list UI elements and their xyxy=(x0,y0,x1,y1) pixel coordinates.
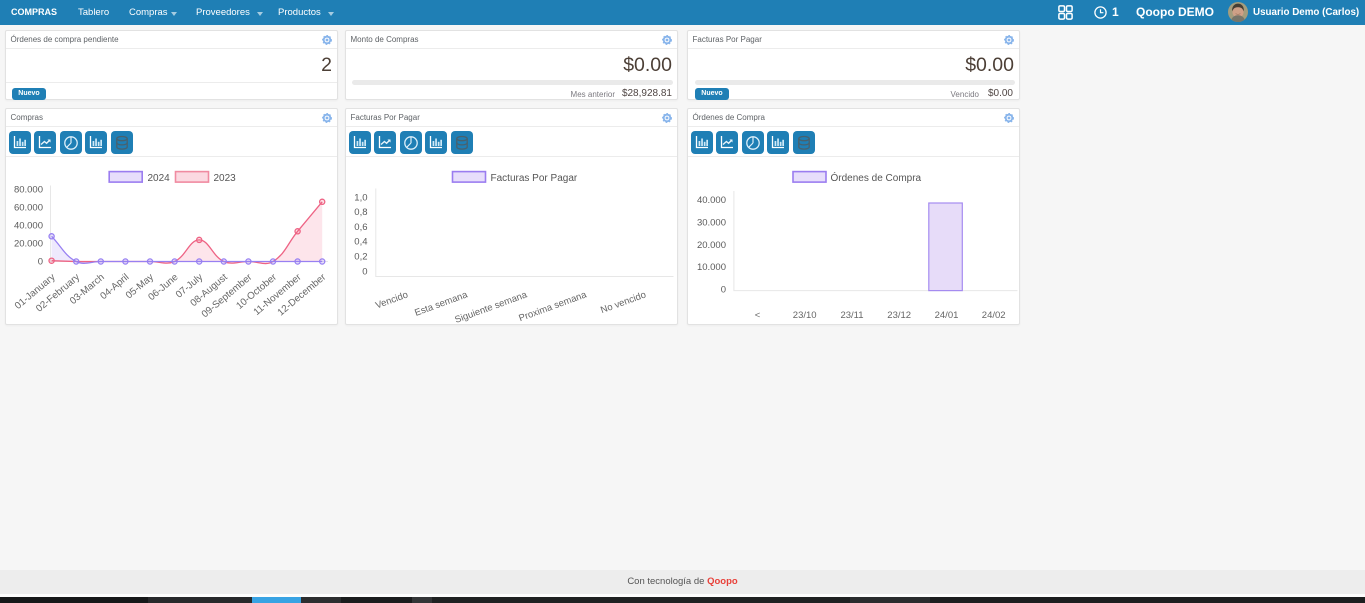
svg-text:2023: 2023 xyxy=(214,173,237,184)
svg-text:20.000: 20.000 xyxy=(14,239,43,250)
svg-text:30.000: 30.000 xyxy=(697,217,726,228)
svg-text:0: 0 xyxy=(721,285,726,296)
svg-text:1,0: 1,0 xyxy=(354,192,367,203)
svg-text:40.000: 40.000 xyxy=(14,221,43,232)
svg-text:0,6: 0,6 xyxy=(354,222,367,233)
svg-text:80.000: 80.000 xyxy=(14,185,43,196)
svg-text:2024: 2024 xyxy=(148,173,171,184)
svg-text:0,8: 0,8 xyxy=(354,207,367,218)
svg-text:24/01: 24/01 xyxy=(935,310,959,321)
svg-text:No vencido: No vencido xyxy=(599,289,647,316)
svg-text:<: < xyxy=(755,310,761,321)
svg-text:20.000: 20.000 xyxy=(697,240,726,251)
svg-text:Proxima semana: Proxima semana xyxy=(517,289,588,324)
svg-text:23/10: 23/10 xyxy=(793,310,817,321)
svg-text:10.000: 10.000 xyxy=(697,262,726,273)
svg-text:0: 0 xyxy=(362,266,367,277)
svg-text:Vencido: Vencido xyxy=(374,289,410,311)
svg-text:40.000: 40.000 xyxy=(697,195,726,206)
svg-text:60.000: 60.000 xyxy=(14,203,43,214)
svg-text:23/11: 23/11 xyxy=(840,310,863,321)
svg-text:Órdenes de Compra: Órdenes de Compra xyxy=(831,171,922,184)
svg-text:23/12: 23/12 xyxy=(887,310,911,321)
svg-text:0,2: 0,2 xyxy=(354,252,367,263)
svg-text:24/02: 24/02 xyxy=(982,310,1006,321)
svg-text:0,4: 0,4 xyxy=(354,237,367,248)
svg-text:Facturas Por Pagar: Facturas Por Pagar xyxy=(491,173,578,184)
svg-text:0: 0 xyxy=(38,257,43,268)
